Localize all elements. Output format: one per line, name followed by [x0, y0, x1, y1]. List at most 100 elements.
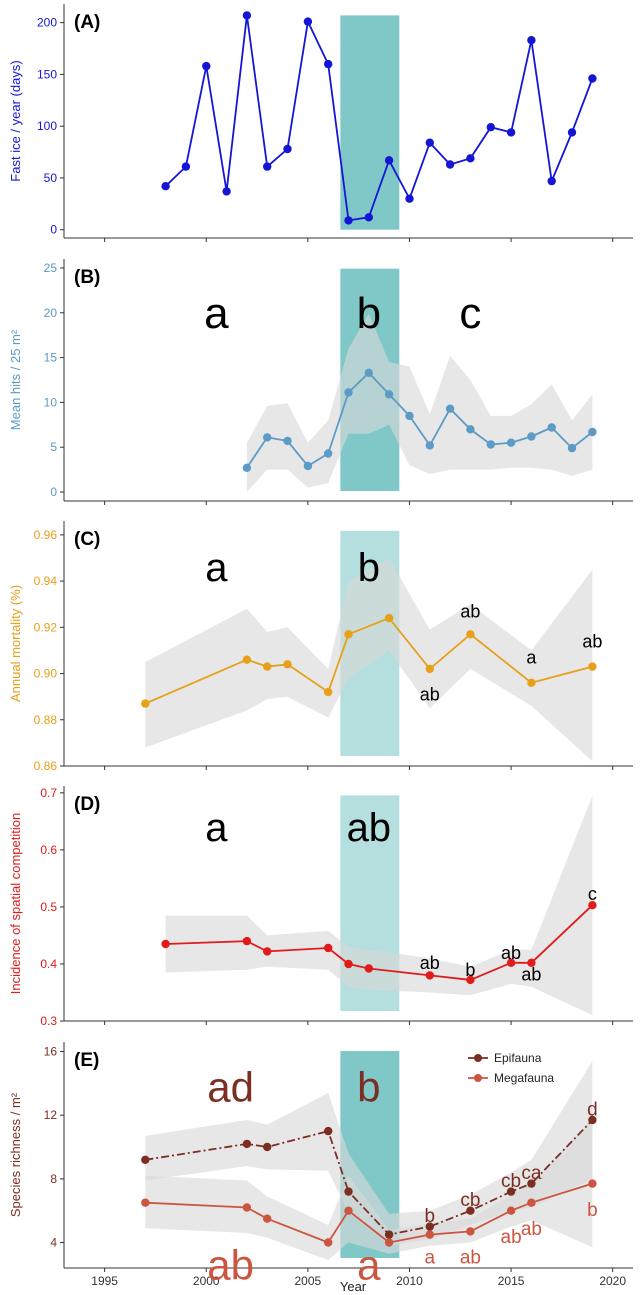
panel-label: (B): [74, 267, 100, 288]
legend-key-point: [474, 1054, 482, 1062]
data-point-series-2011: [425, 138, 434, 147]
data-point-megafauna-2007: [344, 1206, 353, 1215]
y-tick-label: 50: [44, 171, 58, 185]
point-letter: ab: [582, 631, 602, 651]
point-letter: b: [587, 1200, 598, 1221]
confidence-band-series: [145, 558, 593, 762]
data-point-epifauna-2011: [425, 1222, 434, 1231]
panel-C: 0.86 0.88 0.90 0.92 0.94 0.96 Annual mortality…: [8, 521, 633, 773]
data-point-megafauna-2019: [588, 1179, 597, 1188]
data-point-series-2011: [425, 971, 434, 980]
data-point-series-2007: [344, 959, 353, 969]
data-point-megafauna-2016: [527, 1198, 536, 1207]
y-tick-label: 25: [44, 261, 58, 275]
data-point-series-2015: [506, 128, 516, 137]
group-letter: b: [358, 546, 380, 590]
y-tick-label: 10: [44, 395, 58, 409]
y-tick-label: 0.4: [40, 957, 57, 971]
data-point-series-1998: [161, 939, 170, 949]
data-point-megafauna-2002: [242, 1203, 252, 1212]
data-point-series-2010: [405, 194, 414, 203]
data-point-series-2007: [344, 216, 353, 225]
y-tick-label: 0.5: [40, 900, 57, 914]
y-tick-label: 0.6: [40, 843, 57, 857]
data-point-series-2006: [324, 943, 333, 953]
data-point-series-2019: [588, 74, 597, 83]
y-tick-label: 15: [44, 351, 58, 365]
data-point-epifauna-2007: [344, 1187, 353, 1196]
data-point-series-2003: [263, 433, 272, 442]
point-letter: b: [424, 1206, 435, 1227]
data-point-megafauna-2011: [425, 1230, 434, 1239]
data-point-series-2014: [486, 440, 495, 449]
group-letter: c: [459, 289, 481, 338]
y-tick-label: 0.3: [40, 1014, 57, 1028]
x-tick-label: 1995: [91, 1274, 118, 1288]
legend-key-point: [474, 1074, 482, 1082]
data-point-epifauna-2002: [242, 1139, 252, 1149]
point-letter: ab: [460, 601, 480, 621]
data-point-series-1997: [141, 699, 150, 708]
y-tick-label: 0.86: [34, 759, 58, 773]
data-point-series-2004: [283, 436, 292, 446]
y-tick-label: 0: [50, 223, 57, 237]
data-point-series-2010: [405, 411, 414, 421]
data-point-epifauna-2013: [466, 1206, 475, 1215]
data-point-series-2011: [425, 664, 434, 674]
data-point-megafauna-2015: [506, 1206, 516, 1215]
y-tick-label: 0.88: [34, 713, 58, 727]
data-point-megafauna-2009: [384, 1238, 394, 1247]
confidence-band-epifauna: [145, 1061, 593, 1246]
data-point-epifauna-2015: [506, 1187, 516, 1196]
data-point-series-2017: [547, 176, 556, 186]
point-letter: ab: [501, 943, 521, 963]
y-axis-label: Fast ice / year (days): [8, 60, 23, 181]
data-point-series-2015: [506, 958, 516, 967]
group-letter: ad: [207, 1063, 254, 1110]
point-letter: cb: [501, 1171, 521, 1192]
data-point-series-2008: [364, 213, 373, 222]
data-point-series-2005: [303, 461, 313, 471]
data-point-series-1999: [181, 162, 191, 171]
x-tick-label: 2015: [498, 1274, 525, 1288]
y-tick-label: 4: [50, 1236, 57, 1250]
data-point-series-2006: [324, 449, 333, 458]
data-point-series-2017: [547, 423, 556, 432]
group-letter: b: [357, 289, 381, 338]
y-tick-label: 150: [37, 67, 57, 81]
data-point-series-2002: [242, 11, 252, 20]
point-letter: a: [526, 648, 537, 668]
data-point-series-2000: [202, 61, 211, 71]
confidence-band-series: [246, 313, 593, 492]
y-tick-label: 0.92: [34, 620, 58, 634]
data-point-series-2002: [242, 655, 252, 664]
data-point-epifauna-2009: [384, 1230, 394, 1239]
legend-label: Epifauna: [494, 1051, 542, 1065]
panel-label: (C): [74, 529, 100, 550]
panel-label: (D): [74, 794, 100, 815]
data-point-epifauna-2006: [324, 1126, 333, 1136]
confidence-band-megafauna: [145, 1120, 593, 1260]
data-point-series-2002: [242, 463, 252, 472]
data-point-series-2009: [384, 390, 394, 399]
data-point-epifauna-2019: [588, 1115, 597, 1125]
x-tick-label: 2020: [599, 1274, 626, 1288]
group-letter: a: [205, 806, 228, 850]
y-tick-label: 8: [50, 1172, 57, 1186]
y-tick-label: 200: [37, 16, 57, 30]
data-point-epifauna-2016: [527, 1179, 536, 1188]
y-tick-label: 0.96: [34, 528, 58, 542]
data-point-series-2016: [527, 36, 536, 45]
data-point-series-1998: [161, 182, 170, 191]
data-point-series-2019: [588, 427, 597, 437]
data-point-series-2002: [242, 936, 252, 946]
data-point-series-2009: [384, 613, 394, 623]
panel-D: 0.3 0.4 0.5 0.6 0.7 Incidence of spatial comp…: [8, 786, 633, 1028]
data-point-series-2006: [324, 687, 333, 697]
group-letter: ab: [207, 1242, 254, 1289]
x-axis-label: Year: [340, 1279, 367, 1294]
panel-E: 4 8 12 16 1995 2000 2005 2010 2015 2020 Species ri…: [8, 1042, 633, 1289]
data-point-series-2007: [344, 630, 353, 639]
shaded-period: [340, 15, 400, 230]
